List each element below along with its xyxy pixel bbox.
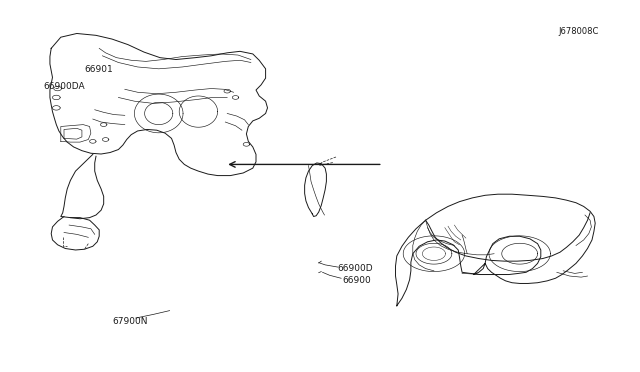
Text: J678008C: J678008C — [558, 27, 598, 36]
Text: 66900: 66900 — [342, 276, 371, 285]
Text: 67900N: 67900N — [112, 317, 147, 326]
Text: 66901: 66901 — [84, 65, 113, 74]
Text: 66900DA: 66900DA — [44, 82, 85, 91]
Text: 66900D: 66900D — [337, 264, 373, 273]
